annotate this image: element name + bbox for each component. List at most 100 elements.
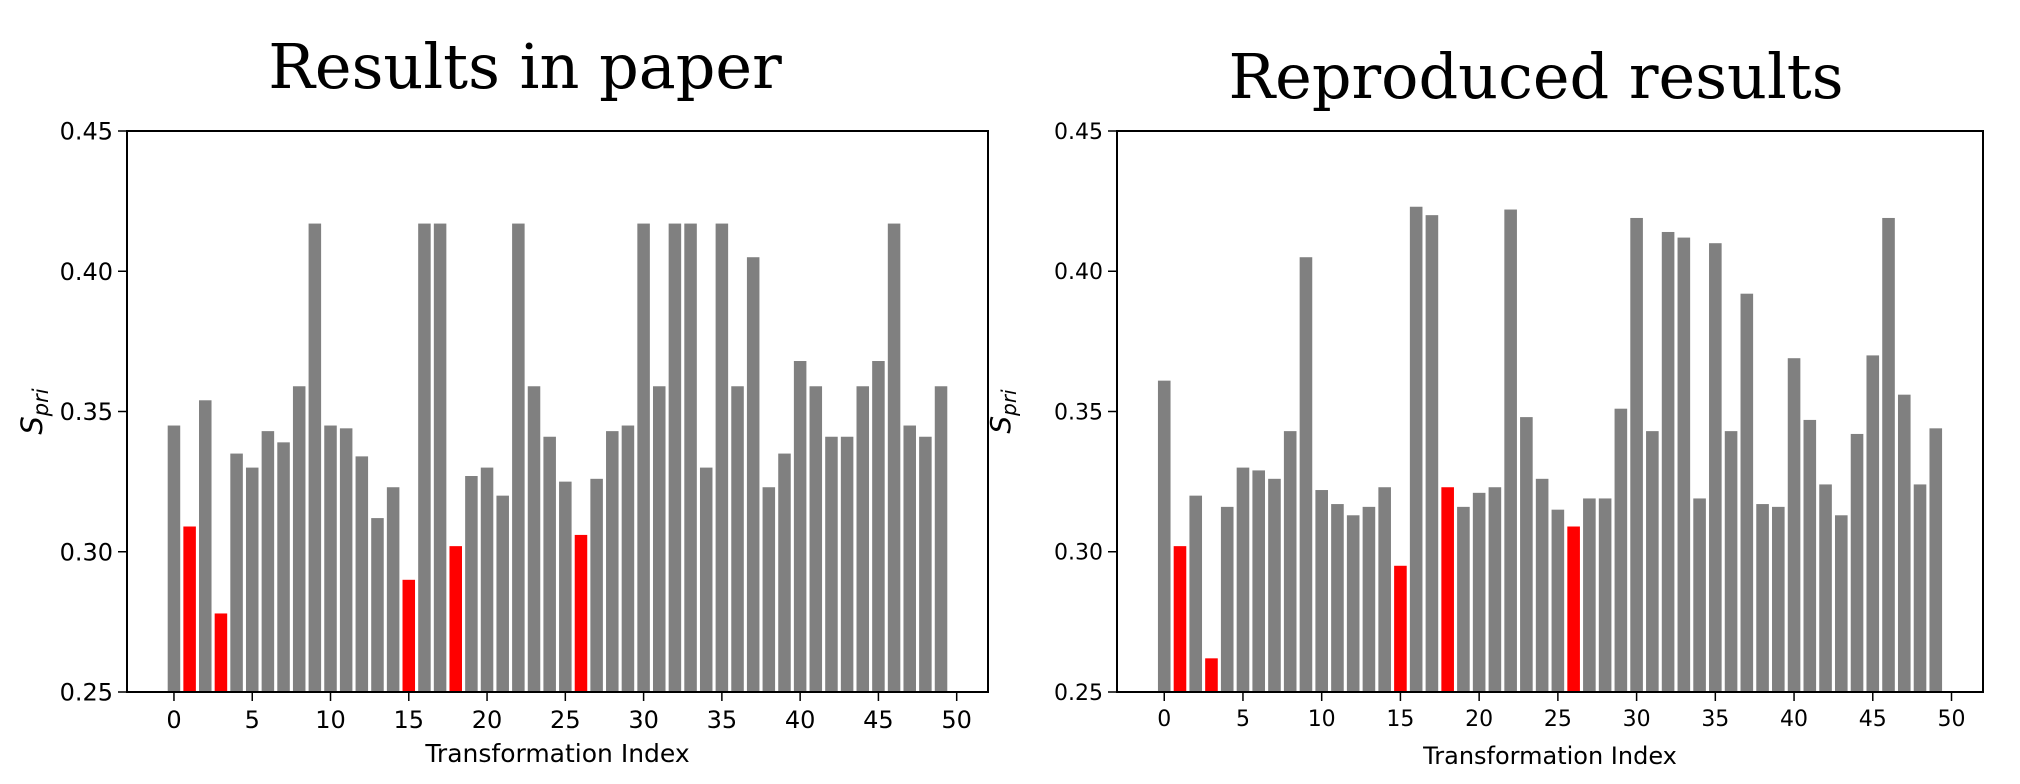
left-x-tick-label: 30 <box>628 706 659 734</box>
right-bar-7 <box>1268 478 1281 692</box>
left-bar-10 <box>324 425 337 692</box>
left-x-axis: 0 5 10 15 20 25 30 35 40 45 50 <box>166 692 972 734</box>
left-bar-24 <box>543 436 556 692</box>
left-x-tick-label: 50 <box>941 706 972 734</box>
right-bar-34 <box>1693 498 1706 692</box>
left-bar-13 <box>371 518 384 692</box>
left-bar-15 <box>402 579 416 692</box>
right-y-tick-label: 0.30 <box>1054 541 1103 566</box>
left-bar-6 <box>261 431 275 692</box>
right-bar-20 <box>1472 492 1486 692</box>
left-x-tick-label: 5 <box>245 706 260 734</box>
left-bar-2 <box>199 400 212 692</box>
right-bar-38 <box>1756 504 1769 692</box>
left-bar-46 <box>887 223 901 692</box>
left-bar-43 <box>840 436 854 692</box>
left-bar-37 <box>746 257 760 692</box>
left-x-tick-label: 25 <box>550 706 581 734</box>
left-bar-0 <box>167 425 181 692</box>
right-x-axis: 0 5 10 15 20 25 30 35 40 45 50 <box>1157 692 1966 732</box>
left-bar-33 <box>684 223 697 692</box>
left-bar-17 <box>433 223 447 692</box>
left-bar-42 <box>825 436 838 692</box>
right-y-tick-label: 0.45 <box>1054 120 1103 145</box>
left-bar-1 <box>183 526 196 692</box>
right-bar-17 <box>1425 215 1439 692</box>
right-bar-15 <box>1394 565 1407 692</box>
right-bar-1 <box>1173 546 1187 692</box>
right-bar-49 <box>1929 428 1943 692</box>
left-y-tick-label: 0.25 <box>60 679 113 707</box>
left-y-axis: 0.25 0.30 0.35 0.40 0.45 <box>60 118 127 707</box>
right-bar-11 <box>1331 504 1344 692</box>
left-bar-49 <box>934 386 948 692</box>
right-y-tick-label: 0.40 <box>1054 260 1103 285</box>
left-x-axis-label: Transformation Index <box>424 739 689 768</box>
left-bar-12 <box>355 456 369 692</box>
left-bar-3 <box>214 613 228 692</box>
left-bar-47 <box>903 425 916 692</box>
left-bar-29 <box>621 425 635 692</box>
right-bar-43 <box>1834 515 1848 692</box>
right-bar-45 <box>1866 355 1880 692</box>
left-bar-9 <box>308 223 322 692</box>
left-bar-22 <box>512 223 525 692</box>
left-bar-26 <box>574 534 588 692</box>
right-bar-8 <box>1283 431 1297 692</box>
right-bar-21 <box>1488 487 1502 692</box>
right-bars <box>1157 206 1943 693</box>
right-bar-39 <box>1772 506 1785 692</box>
left-bar-36 <box>731 386 744 692</box>
right-bar-14 <box>1378 487 1391 692</box>
right-x-tick-label: 0 <box>1157 707 1171 732</box>
right-bar-30 <box>1630 217 1643 692</box>
right-x-tick-label: 15 <box>1386 707 1414 732</box>
right-bar-2 <box>1189 495 1203 692</box>
right-chart-title: Reproduced results <box>1228 40 1844 113</box>
left-y-tick-label: 0.30 <box>60 538 113 566</box>
right-bar-13 <box>1362 506 1376 692</box>
right-y-tick-label: 0.25 <box>1054 681 1103 706</box>
right-bar-33 <box>1677 237 1691 692</box>
right-x-tick-label: 20 <box>1465 707 1493 732</box>
left-bar-28 <box>606 431 619 692</box>
left-y-axis-label: Spri <box>15 388 53 434</box>
left-bar-4 <box>230 453 243 692</box>
left-bar-11 <box>339 428 353 692</box>
left-bar-23 <box>527 386 541 692</box>
right-x-tick-label: 5 <box>1236 707 1250 732</box>
left-bar-21 <box>496 495 509 692</box>
left-bar-20 <box>480 467 494 692</box>
right-y-axis-label: Spri <box>984 389 1021 434</box>
right-bar-27 <box>1583 498 1596 692</box>
right-bar-6 <box>1252 470 1266 692</box>
right-bar-35 <box>1709 243 1722 692</box>
left-bar-35 <box>715 223 729 692</box>
right-bar-10 <box>1315 490 1328 692</box>
right-bar-44 <box>1850 433 1864 692</box>
left-bar-18 <box>449 546 462 692</box>
right-bar-25 <box>1551 509 1565 692</box>
right-x-tick-label: 30 <box>1623 707 1651 732</box>
right-bar-22 <box>1504 209 1517 693</box>
right-bar-24 <box>1535 478 1549 692</box>
left-bar-40 <box>793 361 807 692</box>
right-y-tick-label: 0.35 <box>1054 400 1103 425</box>
right-bar-16 <box>1409 206 1423 693</box>
right-bar-4 <box>1220 506 1234 692</box>
right-x-tick-label: 50 <box>1938 707 1966 732</box>
left-bar-19 <box>465 476 478 692</box>
right-x-tick-label: 35 <box>1701 707 1729 732</box>
left-bar-5 <box>245 467 259 692</box>
left-bar-44 <box>856 386 870 692</box>
right-bar-18 <box>1441 487 1454 692</box>
left-bars <box>167 223 948 693</box>
right-bar-26 <box>1567 526 1580 692</box>
right-y-axis: 0.25 0.30 0.35 0.40 0.45 <box>1054 120 1117 706</box>
left-bar-48 <box>919 436 932 692</box>
right-bar-46 <box>1882 217 1895 692</box>
right-bar-47 <box>1897 394 1911 692</box>
right-bar-31 <box>1646 431 1659 692</box>
